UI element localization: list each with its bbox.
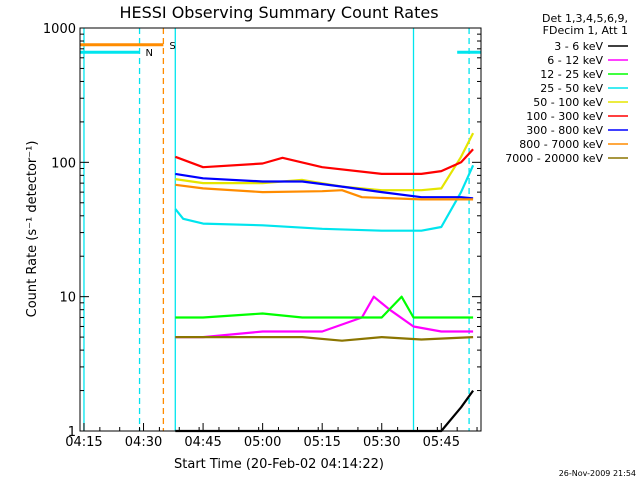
series-line bbox=[175, 295, 474, 319]
y-tick-label: 1000 bbox=[43, 22, 76, 37]
x-tick-label: 04:45 bbox=[184, 435, 221, 450]
x-tick-label: 05:45 bbox=[423, 435, 460, 450]
legend-entry-label: 800 - 7000 keV bbox=[519, 138, 603, 151]
legend-entry-label: 7000 - 20000 keV bbox=[505, 152, 603, 165]
legend-entry-label: 300 - 800 keV bbox=[526, 124, 603, 137]
vertical-markers bbox=[83, 28, 470, 431]
y-axis-label: Count Rate (s⁻¹ detector⁻¹) bbox=[25, 141, 40, 318]
footer-date: 26-Nov-2009 21:54 bbox=[559, 469, 636, 478]
legend-entry-label: 3 - 6 keV bbox=[554, 40, 603, 53]
x-tick-label: 04:15 bbox=[65, 435, 102, 450]
x-tick-label: 05:15 bbox=[303, 435, 340, 450]
series-line bbox=[175, 389, 474, 433]
plot-frame bbox=[79, 27, 482, 432]
series-line bbox=[175, 336, 474, 342]
series-line bbox=[175, 183, 474, 201]
x-tick-label: 04:30 bbox=[125, 435, 162, 450]
series-line bbox=[174, 148, 474, 175]
y-tick-label: 1 bbox=[68, 425, 76, 440]
legend-entry-label: 100 - 300 keV bbox=[526, 110, 603, 123]
legend-header: Det 1,3,4,5,6,9, bbox=[542, 12, 628, 25]
chart-title: HESSI Observing Summary Count Rates bbox=[119, 3, 438, 22]
series-group bbox=[174, 132, 475, 433]
y-tick-label: 100 bbox=[51, 156, 76, 171]
series-line bbox=[174, 164, 475, 232]
flag-label: N bbox=[146, 48, 153, 59]
legend-header: FDecim 1, Att 1 bbox=[543, 24, 628, 37]
x-tick-label: 05:00 bbox=[244, 435, 281, 450]
y-axis: 1 10 100 1000 bbox=[43, 22, 481, 440]
x-axis-label: Start Time (20-Feb-02 04:14:22) bbox=[174, 457, 384, 472]
x-axis: 04:15 04:30 04:45 05:00 05:15 05:30 05:45 bbox=[65, 423, 478, 450]
series-line bbox=[175, 132, 475, 192]
series-line bbox=[175, 295, 474, 339]
flag-bars: SN bbox=[80, 41, 481, 59]
y-tick-label: 10 bbox=[59, 291, 76, 306]
legend-entry-label: 50 - 100 keV bbox=[533, 96, 603, 109]
flag-label: S bbox=[169, 41, 175, 52]
legend-entry-label: 25 - 50 keV bbox=[540, 82, 603, 95]
series-line bbox=[175, 172, 474, 200]
legend-entry-label: 6 - 12 keV bbox=[547, 54, 603, 67]
x-tick-label: 05:30 bbox=[363, 435, 400, 450]
legend: Det 1,3,4,5,6,9,FDecim 1, Att 1 3 - 6 keV… bbox=[505, 12, 628, 165]
legend-entry-label: 12 - 25 keV bbox=[540, 68, 603, 81]
